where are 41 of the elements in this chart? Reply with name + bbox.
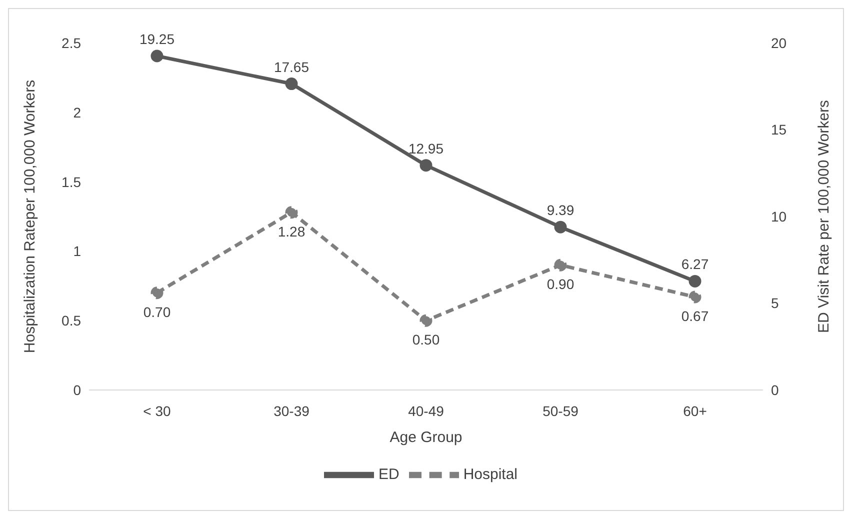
y2-tick-label: 20 [771,34,787,51]
data-label: 0.90 [546,276,574,292]
y-tick-label: 2 [73,104,82,120]
x-tick-label: 50-59 [542,402,579,419]
point [150,50,164,62]
point [420,314,432,327]
y-tick-label: 1.5 [62,174,82,190]
data-label: 0.50 [412,332,440,348]
point [420,159,432,172]
x-tick-label: 30-39 [274,402,310,419]
data-label: 19.25 [139,31,175,48]
point [688,274,702,288]
data-label: 6.27 [681,256,709,272]
data-label: 17.65 [274,58,310,75]
point [150,286,164,300]
point [285,78,298,90]
legend-label: ED [378,466,400,483]
y-tick-label: 0 [73,382,82,398]
data-label: 1.28 [278,223,306,240]
data-label: 9.39 [546,202,574,218]
y2-tick-label: 10 [771,208,787,224]
y2-tick-label: 0 [771,382,779,398]
x-tick-label: 40-49 [408,402,444,419]
y2-tick-label: 5 [771,295,779,312]
y-tick-label: 1 [73,243,82,260]
point [285,206,298,219]
x-tick-label: 60+ [683,402,707,419]
point [688,290,702,304]
y-axis-title: Hospitalization Rateper 100,000 Workers [21,80,38,354]
data-label: 0.70 [143,304,171,320]
x-axis-title: Age Group [390,429,462,446]
legend-label: Hospital [463,466,518,483]
y-tick-label: 2.5 [62,34,82,51]
data-label: 12.95 [408,140,444,156]
point [554,220,567,234]
point [554,258,567,272]
y-tick-label: 0.5 [62,312,82,329]
data-label: 0.67 [681,308,709,324]
y2-tick-label: 15 [771,122,787,138]
y2-axis-title: ED Visit Rate per 100,000 Workers [815,100,832,333]
x-tick-label: < 30 [143,402,172,419]
